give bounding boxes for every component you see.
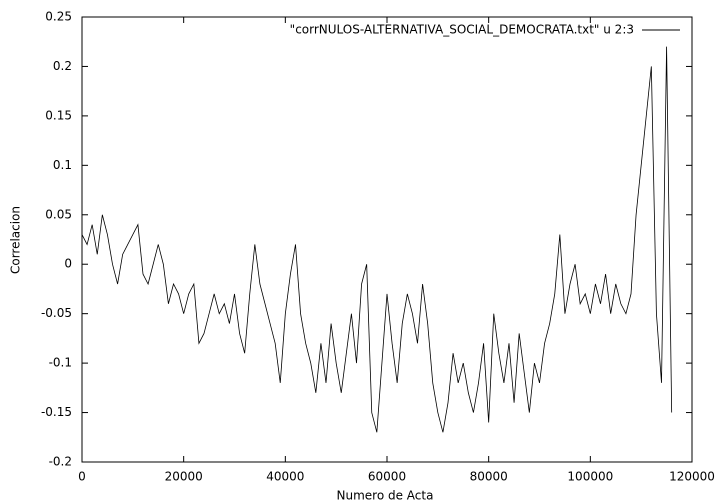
y-tick-label: 0.05 xyxy=(45,207,72,221)
x-tick-label: 20000 xyxy=(165,470,203,484)
y-tick-label: -0.2 xyxy=(49,455,72,469)
y-tick-label: 0.1 xyxy=(53,158,72,172)
y-axis-label: Correlacion xyxy=(9,206,23,274)
x-tick-label: 80000 xyxy=(470,470,508,484)
x-tick-label: 120000 xyxy=(669,470,715,484)
plot-frame xyxy=(81,16,693,463)
y-tick-label: 0 xyxy=(64,257,72,271)
x-tick-label: 40000 xyxy=(266,470,304,484)
x-tick-label: 0 xyxy=(78,470,86,484)
y-tick-label: -0.15 xyxy=(41,405,72,419)
legend-label: "corrNULOS-ALTERNATIVA_SOCIAL_DEMOCRATA.… xyxy=(290,23,634,37)
x-tick-label: 100000 xyxy=(567,470,613,484)
x-axis-label: Numero de Acta xyxy=(337,489,434,503)
x-tick-label: 60000 xyxy=(368,470,406,484)
y-tick-label: -0.05 xyxy=(41,306,72,320)
y-tick-label: 0.15 xyxy=(45,108,72,122)
y-tick-label: 0.25 xyxy=(45,10,72,24)
y-tick-label: 0.2 xyxy=(53,59,72,73)
y-tick-label: -0.1 xyxy=(49,356,72,370)
data-line xyxy=(81,46,673,433)
